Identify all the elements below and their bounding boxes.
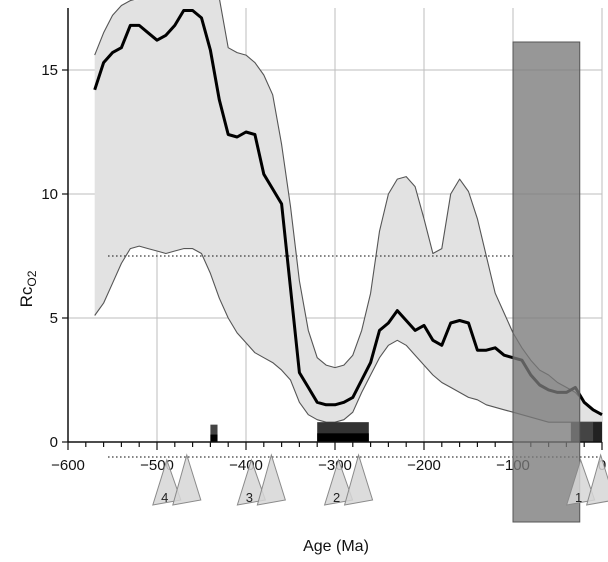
y-tick-label: 10: [41, 186, 58, 203]
timeline-bar: [210, 434, 218, 442]
shaded-period-box: [512, 41, 581, 523]
glaciation-triangle: [323, 458, 354, 506]
glaciation-triangle: [256, 453, 286, 506]
glaciation-markers: 4 3 2 1: [152, 453, 608, 506]
timeline-bar: [317, 433, 369, 442]
y-axis-title: RcO2: [17, 270, 39, 307]
glaciation-triangle: [172, 453, 202, 506]
glaciation-triangle: [152, 458, 182, 506]
y-tick-label: 5: [50, 310, 58, 327]
x-axis-title: Age (Ma): [303, 538, 369, 555]
x-tick-label: −400: [229, 457, 263, 474]
y-tick-label: 15: [41, 62, 58, 79]
glaciation-marker: 1: [565, 453, 608, 506]
y-axis-title-sub: O2: [25, 270, 39, 286]
glaciation-marker: 3: [236, 453, 286, 506]
y-axis-title-main: Rc: [17, 286, 36, 307]
glaciation-triangle: [565, 458, 596, 506]
timeline-bar: [593, 422, 602, 442]
glaciation-label: 1: [575, 490, 582, 505]
shaded-period: [512, 41, 581, 523]
glaciation-label: 3: [246, 490, 253, 505]
y-tick-label: 0: [50, 434, 58, 451]
x-tick-label: −300: [318, 457, 352, 474]
x-tick-label: −200: [407, 457, 441, 474]
timeline-bar: [210, 424, 218, 442]
x-tick-label: −600: [51, 457, 85, 474]
glaciation-label: 4: [161, 490, 168, 505]
glaciation-triangle: [236, 458, 267, 506]
glaciation-label: 2: [333, 490, 340, 505]
glaciation-marker: 4: [152, 453, 202, 506]
glaciation-marker: 2: [323, 453, 374, 506]
glaciation-triangle: [343, 453, 374, 506]
